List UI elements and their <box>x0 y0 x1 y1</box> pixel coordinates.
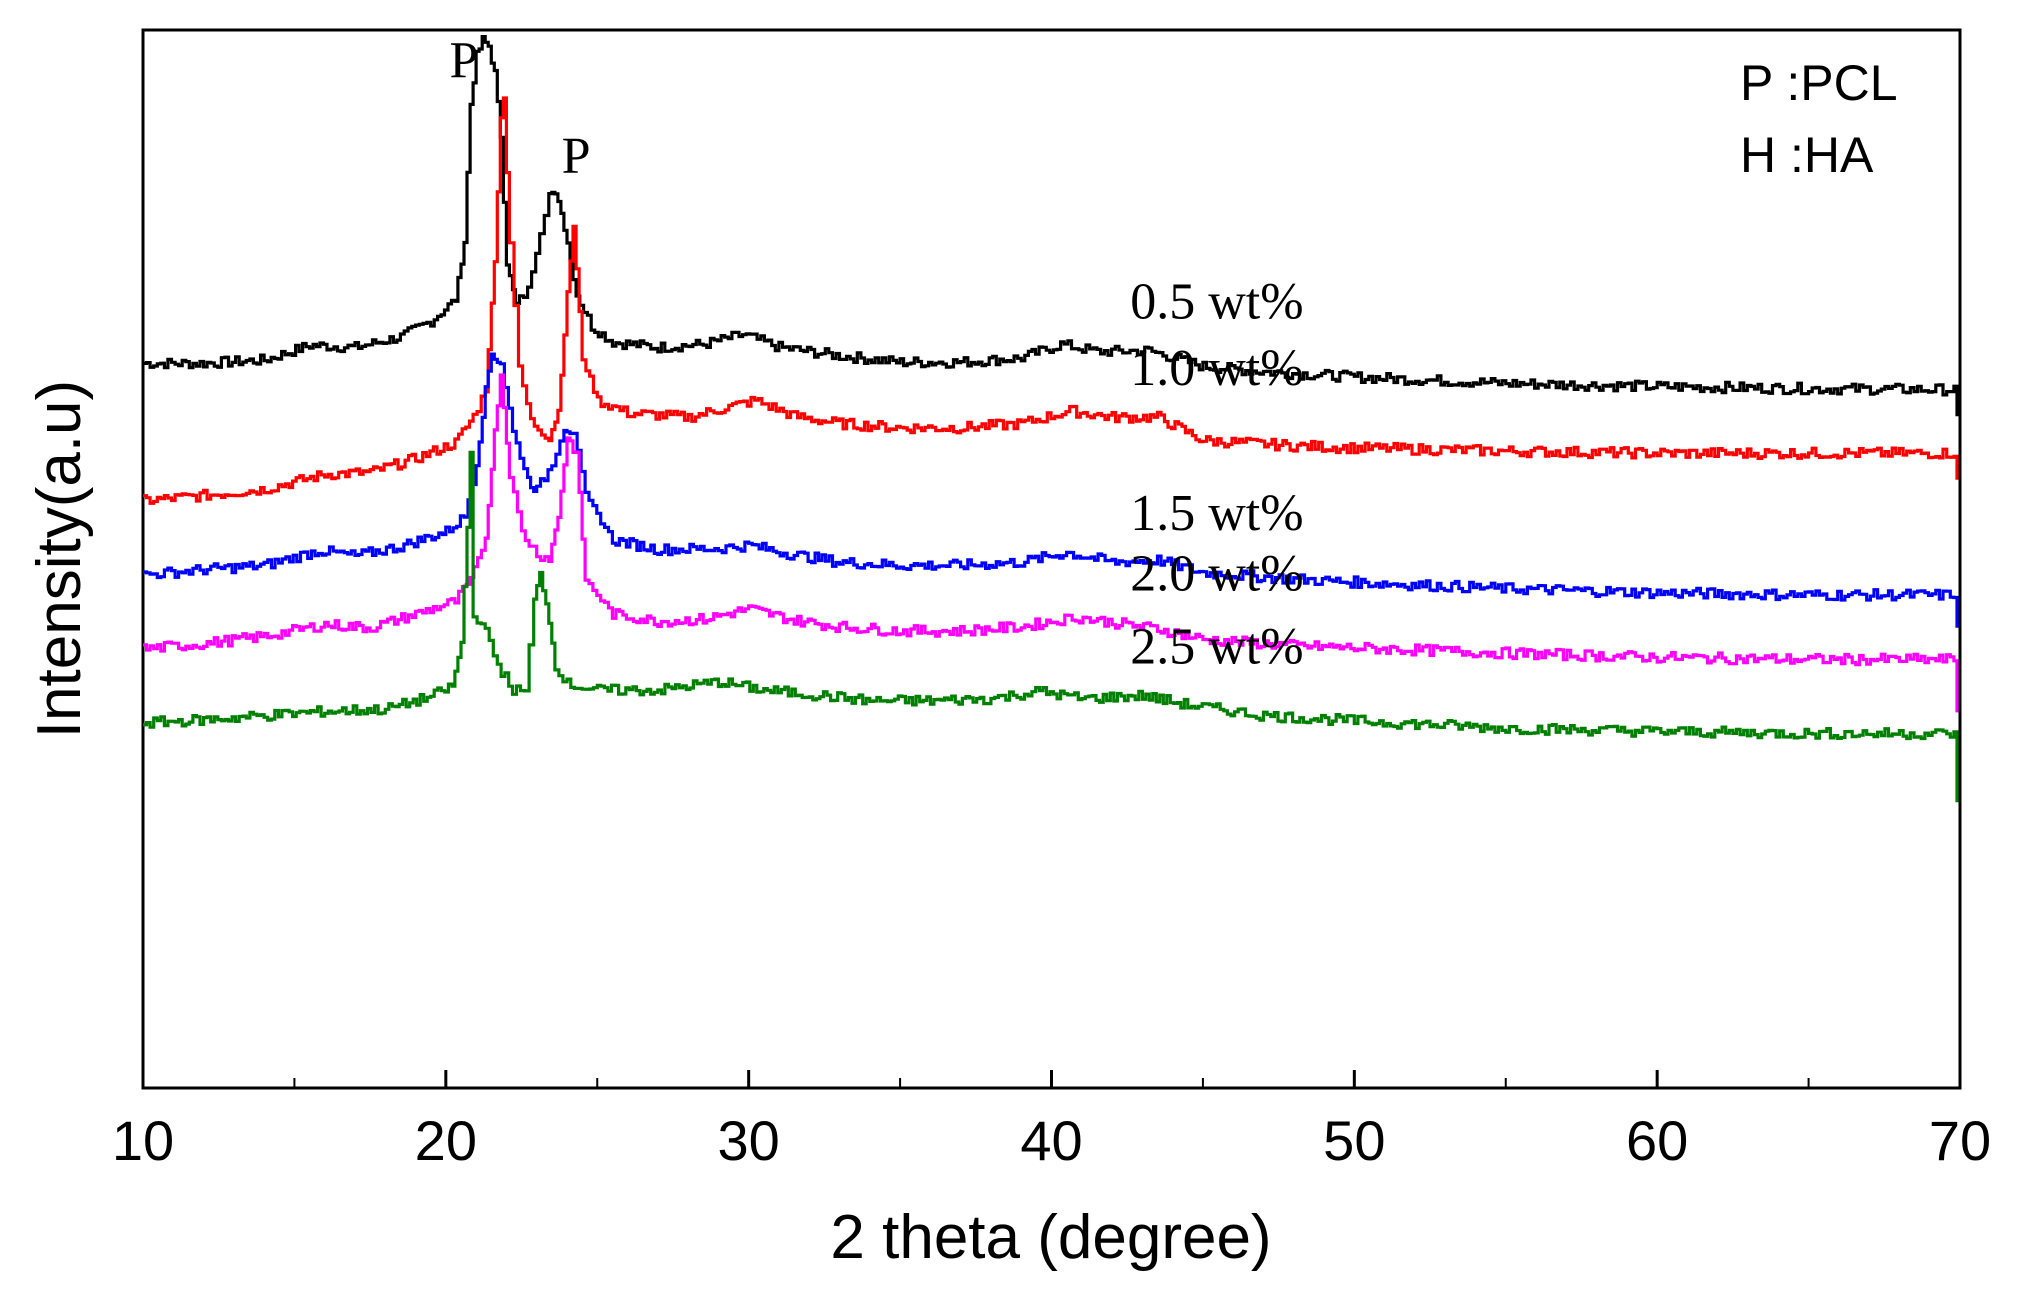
series-line-5 <box>143 450 1959 803</box>
x-tick-label: 40 <box>1020 1109 1082 1172</box>
series-line-1 <box>143 35 1959 417</box>
x-tick-label: 30 <box>718 1109 780 1172</box>
series-lines <box>143 35 1959 803</box>
peak-annotation: P <box>450 33 479 90</box>
series-label: 1.5 wt% <box>1130 485 1303 542</box>
series-label: 1.0 wt% <box>1130 340 1303 397</box>
x-axis-ticks: 10 20 30 40 50 60 70 <box>112 1070 1991 1172</box>
series-line-3 <box>143 352 1959 628</box>
x-tick-label: 60 <box>1626 1109 1688 1172</box>
y-axis-title: Intensity(a.u) <box>25 380 94 738</box>
series-label: 0.5 wt% <box>1130 274 1303 331</box>
series-line-2 <box>143 96 1959 505</box>
plot-frame <box>141 28 1962 1090</box>
x-tick-label: 10 <box>112 1109 174 1172</box>
peak-annotation: P <box>562 128 591 185</box>
legend-entry-ha: H :HA <box>1740 127 1874 183</box>
x-tick-label: 50 <box>1323 1109 1385 1172</box>
x-tick-label: 70 <box>1929 1109 1991 1172</box>
x-tick-label: 20 <box>415 1109 477 1172</box>
x-axis-title: 2 theta (degree) <box>830 1203 1271 1272</box>
series-labels: 0.5 wt% 1.0 wt% 1.5 wt%2.0 wt% 2.5 wt% <box>1130 274 1303 676</box>
series-line-4 <box>143 373 1959 713</box>
series-label: 2.0 wt% <box>1130 545 1303 602</box>
series-label: 2.5 wt% <box>1130 618 1303 675</box>
legend-entry-pcl: P :PCL <box>1740 55 1898 111</box>
peak-annotations: PP <box>450 33 591 185</box>
